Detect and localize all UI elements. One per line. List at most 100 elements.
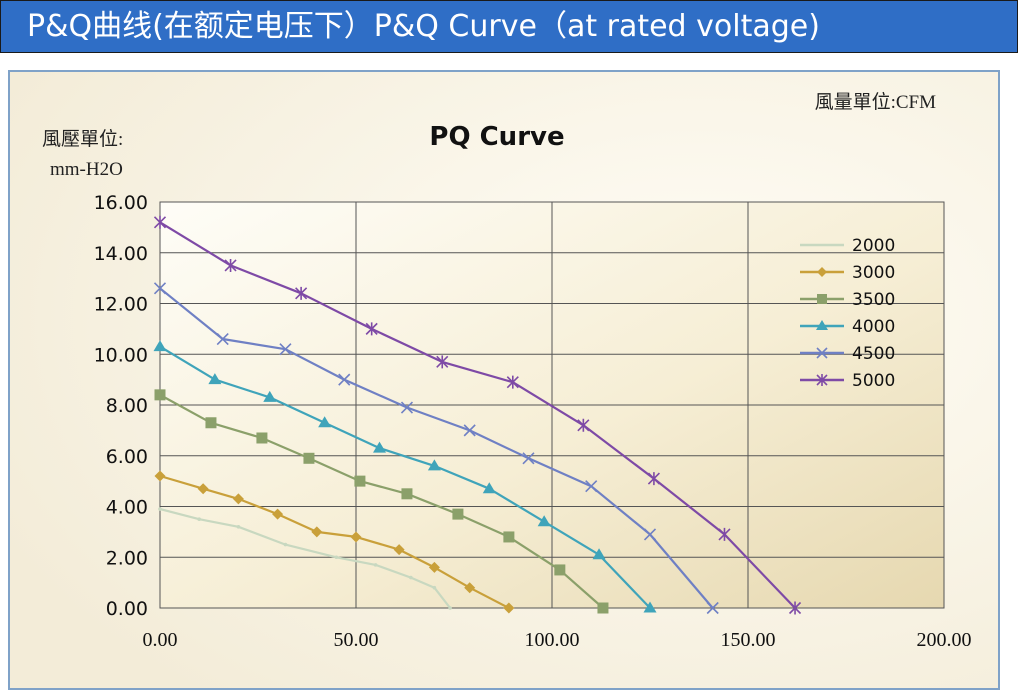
data-point xyxy=(154,470,166,482)
data-point xyxy=(452,508,464,520)
data-point xyxy=(350,531,362,543)
data-point xyxy=(153,215,167,229)
legend-item-4500: 4500 xyxy=(800,344,895,364)
series-line xyxy=(159,393,604,609)
data-point xyxy=(208,373,222,385)
data-point xyxy=(318,416,332,428)
series-3000 xyxy=(154,470,515,614)
data-point xyxy=(311,526,323,538)
series-line xyxy=(159,474,510,609)
y-tick-label: 16.00 xyxy=(94,192,148,214)
axes: 0.00 2.00 4.00 6.00 8.00 10.00 12.00 14.00 16.00… xyxy=(94,192,972,651)
data-point xyxy=(706,601,719,615)
data-point xyxy=(643,528,657,541)
legend-label: 2000 xyxy=(852,236,895,256)
data-point xyxy=(263,390,277,402)
data-point xyxy=(816,347,828,359)
data-point xyxy=(232,493,244,505)
data-point xyxy=(303,452,315,464)
data-point xyxy=(393,544,405,556)
data-point xyxy=(554,564,566,576)
series-5000 xyxy=(153,215,802,615)
data-point xyxy=(592,548,606,560)
data-point xyxy=(279,343,292,356)
data-point xyxy=(272,508,284,520)
y-tick-label: 2.00 xyxy=(106,547,148,569)
y-tick-label: 8.00 xyxy=(106,395,148,417)
legend-label: 3500 xyxy=(852,290,895,310)
data-point xyxy=(503,602,515,614)
data-point xyxy=(506,375,519,389)
data-point xyxy=(373,563,378,567)
data-point xyxy=(448,606,452,610)
legend-item-4000: 4000 xyxy=(800,317,895,337)
data-point xyxy=(577,418,590,432)
y-tick-label: 14.00 xyxy=(94,243,148,265)
x-tick-label: 0.00 xyxy=(143,629,178,651)
x-tick-label: 200.00 xyxy=(917,629,972,651)
data-point xyxy=(373,441,387,453)
legend: 2000 3000 3500 4000 4500 5000 xyxy=(800,236,895,391)
y-axis-label-line1: 風壓單位: xyxy=(42,128,123,150)
data-point xyxy=(427,459,441,471)
data-point xyxy=(153,340,167,352)
y-tick-label: 10.00 xyxy=(94,344,148,366)
x-tick-label: 150.00 xyxy=(721,629,776,651)
series-line xyxy=(159,287,714,609)
data-point xyxy=(432,585,437,590)
series-2000 xyxy=(158,507,452,610)
legend-label: 4000 xyxy=(852,317,895,337)
series-line xyxy=(159,221,796,609)
data-point xyxy=(647,472,660,486)
data-point xyxy=(197,517,201,521)
data-point xyxy=(643,601,657,613)
legend-item-5000: 5000 xyxy=(800,371,895,391)
legend-item-2000: 2000 xyxy=(800,236,895,256)
data-point xyxy=(283,542,288,547)
data-point xyxy=(153,282,167,295)
banner-title: P&Q曲线(在额定电压下）P&Q Curve（at rated voltage) xyxy=(27,9,820,44)
data-point xyxy=(216,332,229,346)
title-banner: P&Q曲线(在额定电压下）P&Q Curve（at rated voltage) xyxy=(0,0,1018,53)
data-point xyxy=(436,355,449,369)
data-point xyxy=(197,483,209,495)
series-3500 xyxy=(154,389,609,614)
data-point xyxy=(463,424,476,437)
data-point xyxy=(409,575,413,580)
data-point xyxy=(256,432,268,444)
data-point xyxy=(522,452,535,465)
data-point xyxy=(817,267,827,277)
legend-label: 4500 xyxy=(852,344,895,364)
data-point xyxy=(295,286,308,300)
y-tick-label: 0.00 xyxy=(106,598,148,620)
y-axis-label-line2: mm-H2O xyxy=(50,159,123,180)
data-point xyxy=(224,258,237,272)
data-point xyxy=(365,322,378,336)
series-lines xyxy=(153,215,802,615)
data-point xyxy=(482,482,496,494)
y-tick-label: 4.00 xyxy=(106,497,148,519)
data-point xyxy=(338,373,351,386)
data-point xyxy=(400,401,414,414)
data-point xyxy=(503,531,515,543)
data-point xyxy=(401,488,413,500)
legend-label: 5000 xyxy=(852,371,895,391)
data-point xyxy=(788,601,802,615)
x-tick-label: 50.00 xyxy=(334,629,379,651)
data-point xyxy=(597,602,609,614)
data-point xyxy=(205,417,217,429)
series-line xyxy=(159,345,651,609)
data-point xyxy=(354,475,366,487)
data-point xyxy=(428,561,440,573)
data-point xyxy=(585,480,598,493)
data-point xyxy=(816,374,828,386)
data-point xyxy=(718,527,731,541)
data-point xyxy=(464,582,476,594)
data-point xyxy=(154,389,166,401)
data-point xyxy=(537,515,551,527)
legend-item-3000: 3000 xyxy=(800,263,895,283)
legend-label: 3000 xyxy=(852,263,895,283)
data-point xyxy=(816,320,828,330)
series-4500 xyxy=(153,282,719,615)
data-point xyxy=(334,555,339,560)
